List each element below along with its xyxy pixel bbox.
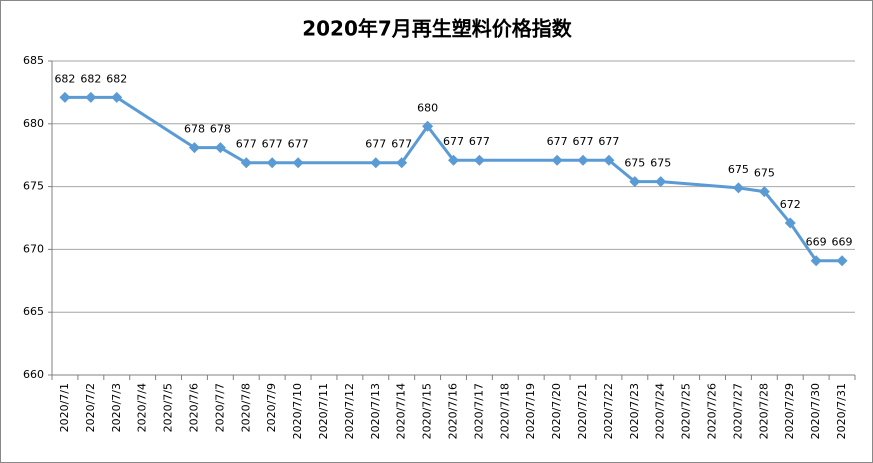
y-tick-label: 675 — [23, 180, 44, 193]
x-tick-label: 2020/7/10 — [291, 383, 304, 439]
y-tick-label: 660 — [23, 368, 44, 381]
point-marker — [214, 142, 226, 154]
data-label: 677 — [391, 138, 412, 151]
x-tick-label: 2020/7/17 — [472, 383, 485, 439]
data-label: 672 — [780, 198, 801, 211]
point-marker — [551, 154, 563, 166]
point-marker — [577, 154, 589, 166]
x-tick-label: 2020/7/5 — [162, 383, 175, 432]
data-label: 682 — [54, 72, 75, 85]
point-marker — [370, 157, 382, 169]
data-label: 675 — [624, 157, 645, 170]
x-tick-label: 2020/7/18 — [498, 383, 511, 439]
data-label: 669 — [832, 236, 853, 249]
x-tick-label: 2020/7/29 — [783, 383, 796, 439]
y-tick-label: 670 — [23, 242, 44, 255]
data-label: 678 — [210, 123, 231, 136]
data-label: 682 — [106, 72, 127, 85]
point-marker — [810, 255, 822, 267]
data-label: 677 — [288, 138, 309, 151]
x-tick-label: 2020/7/21 — [576, 383, 589, 439]
x-tick-label: 2020/7/9 — [265, 383, 278, 432]
x-tick-label: 2020/7/14 — [395, 383, 408, 439]
x-tick-label: 2020/7/22 — [602, 383, 615, 439]
y-tick-label: 680 — [23, 117, 44, 130]
x-tick-label: 2020/7/1 — [58, 383, 71, 432]
point-marker — [59, 91, 71, 103]
data-label: 677 — [365, 138, 386, 151]
x-tick-label: 2020/7/6 — [187, 383, 200, 432]
point-marker — [629, 176, 641, 188]
x-tick-label: 2020/7/31 — [835, 383, 848, 439]
x-tick-label: 2020/7/28 — [757, 383, 770, 439]
x-tick-label: 2020/7/11 — [317, 383, 330, 439]
x-tick-label: 2020/7/8 — [239, 383, 252, 432]
x-tick-label: 2020/7/30 — [809, 383, 822, 439]
point-marker — [473, 154, 485, 166]
point-marker — [85, 91, 97, 103]
data-label: 675 — [728, 163, 749, 176]
x-tick-label: 2020/7/13 — [369, 383, 382, 439]
point-marker — [266, 157, 278, 169]
point-marker — [396, 157, 408, 169]
data-label: 677 — [236, 138, 257, 151]
y-tick-label: 685 — [23, 54, 44, 67]
data-label: 677 — [598, 135, 619, 148]
data-label: 677 — [443, 135, 464, 148]
x-tick-label: 2020/7/16 — [447, 383, 460, 439]
x-tick-label: 2020/7/4 — [136, 383, 149, 432]
x-tick-label: 2020/7/2 — [84, 383, 97, 432]
point-marker — [784, 217, 796, 229]
x-tick-label: 2020/7/12 — [343, 383, 356, 439]
chart-title: 2020年7月再生塑料价格指数 — [302, 17, 573, 41]
data-label: 682 — [80, 72, 101, 85]
point-marker — [655, 176, 667, 188]
point-marker — [758, 186, 770, 198]
x-tick-label: 2020/7/27 — [731, 383, 744, 439]
data-label: 675 — [754, 167, 775, 180]
x-tick-label: 2020/7/25 — [680, 383, 693, 439]
point-marker — [448, 154, 459, 166]
x-tick-label: 2020/7/24 — [654, 383, 667, 439]
point-marker — [240, 157, 252, 169]
data-label: 669 — [806, 236, 827, 249]
data-label: 675 — [650, 157, 671, 170]
data-label: 678 — [184, 123, 205, 136]
x-tick-label: 2020/7/20 — [550, 383, 563, 439]
data-label: 680 — [417, 101, 438, 114]
point-marker — [111, 91, 123, 103]
data-label: 677 — [262, 138, 283, 151]
point-marker — [603, 154, 615, 166]
data-label: 677 — [547, 135, 568, 148]
x-tick-label: 2020/7/3 — [110, 383, 123, 432]
x-tick-label: 2020/7/23 — [628, 383, 641, 439]
x-tick-label: 2020/7/19 — [524, 383, 537, 439]
x-tick-label: 2020/7/7 — [213, 383, 226, 432]
point-marker — [188, 142, 200, 154]
y-tick-label: 665 — [23, 305, 44, 318]
data-label: 677 — [469, 135, 490, 148]
x-tick-label: 2020/7/15 — [421, 383, 434, 439]
x-tick-label: 2020/7/26 — [706, 383, 719, 439]
point-marker — [732, 182, 744, 194]
data-label: 677 — [573, 135, 594, 148]
point-marker — [422, 120, 434, 132]
point-marker — [292, 157, 304, 169]
point-marker — [836, 255, 848, 267]
